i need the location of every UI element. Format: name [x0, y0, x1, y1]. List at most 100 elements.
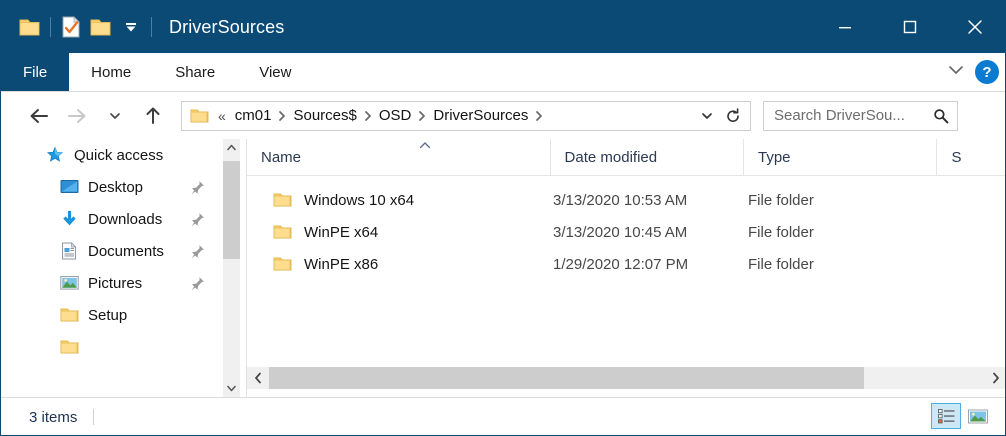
sidebar-item-label: Desktop — [88, 178, 144, 196]
window-title: DriverSources — [169, 16, 285, 37]
column-header-date-modified[interactable]: Date modified — [551, 139, 744, 175]
pin-icon[interactable] — [189, 275, 205, 291]
breadcrumb-chevron-2-icon[interactable] — [361, 110, 375, 122]
file-rows: Windows 10 x64 3/13/2020 10:53 AM File f… — [247, 176, 1005, 280]
tab-home[interactable]: Home — [91, 63, 132, 81]
file-date-modified: 3/13/2020 10:53 AM — [553, 191, 688, 209]
tab-share[interactable]: Share — [175, 63, 216, 81]
breadcrumb-chevron-3-icon[interactable] — [415, 110, 429, 122]
file-type: File folder — [748, 223, 814, 241]
navigation-buttons — [1, 100, 169, 132]
sort-ascending-caret-icon — [419, 141, 431, 152]
sidebar-scrollbar[interactable] — [223, 139, 240, 397]
column-header-row: Name Date modified Type S — [247, 139, 1005, 176]
table-row[interactable]: WinPE x86 1/29/2020 12:07 PM File folder — [247, 248, 1005, 280]
sidebar-item-label: Setup — [88, 306, 128, 324]
tab-view[interactable]: View — [259, 63, 292, 81]
sidebar-item-clipped[interactable] — [1, 331, 223, 363]
main-content: Quick access Desktop — [1, 139, 1005, 397]
scrollbar-track[interactable] — [269, 367, 985, 389]
large-icons-view-button[interactable] — [963, 403, 993, 429]
scroll-down-arrow-icon[interactable] — [223, 380, 240, 397]
table-row[interactable]: WinPE x64 3/13/2020 10:45 AM File folder — [247, 216, 1005, 248]
folder-icon — [59, 305, 79, 325]
breadcrumb[interactable]: « cm01 Sources$ OSD DriverSources — [181, 100, 751, 131]
file-name: WinPE x64 — [304, 223, 379, 241]
scroll-right-arrow-icon[interactable] — [985, 367, 1005, 389]
file-type: File folder — [748, 191, 814, 209]
scroll-up-arrow-icon[interactable] — [223, 139, 240, 156]
document-icon — [59, 241, 79, 261]
breadcrumb-item-cm01[interactable]: cm01 — [234, 107, 272, 124]
file-date-modified: 3/13/2020 10:45 AM — [553, 223, 688, 241]
forward-button[interactable] — [61, 100, 93, 132]
file-name-cell[interactable]: WinPE x86 — [247, 256, 553, 273]
column-header-name[interactable]: Name — [247, 139, 551, 175]
pin-icon[interactable] — [189, 179, 205, 195]
scrollbar-thumb[interactable] — [223, 161, 240, 259]
item-count-label: 3 items — [29, 408, 78, 426]
sidebar-item-quick-access[interactable]: Quick access — [1, 139, 223, 171]
pin-icon[interactable] — [189, 211, 205, 227]
sidebar-item-documents[interactable]: Documents — [1, 235, 223, 267]
folder-icon[interactable] — [15, 12, 45, 42]
details-view-button[interactable] — [931, 403, 961, 429]
address-bar: « cm01 Sources$ OSD DriverSources — [1, 92, 1005, 139]
recent-locations-chevron-icon[interactable] — [99, 100, 131, 132]
status-bar: 3 items — [1, 397, 1005, 435]
breadcrumb-chevron-1-icon[interactable] — [275, 110, 289, 122]
table-row[interactable]: Windows 10 x64 3/13/2020 10:53 AM File f… — [247, 184, 1005, 216]
pane-divider[interactable] — [246, 139, 247, 397]
file-name-cell[interactable]: Windows 10 x64 — [247, 192, 553, 209]
properties-icon[interactable] — [56, 12, 86, 42]
minimize-button[interactable] — [812, 1, 877, 53]
close-button[interactable] — [942, 1, 1005, 53]
expand-ribbon-chevron-icon[interactable] — [947, 63, 965, 81]
desktop-icon — [59, 177, 79, 197]
sidebar-item-label: Documents — [88, 242, 164, 260]
address-dropdown-chevron-icon[interactable] — [694, 102, 720, 130]
sidebar-item-setup[interactable]: Setup — [1, 299, 223, 331]
search-icon[interactable] — [933, 108, 949, 124]
file-list-pane: Name Date modified Type S Windows 10 x — [247, 139, 1005, 397]
new-folder-icon[interactable] — [86, 12, 116, 42]
column-header-size[interactable]: S — [937, 139, 1005, 175]
window-controls — [812, 1, 1005, 53]
customize-qat-chevron-icon[interactable] — [116, 12, 146, 42]
sidebar-item-downloads[interactable]: Downloads — [1, 203, 223, 235]
download-icon — [59, 209, 79, 229]
scrollbar-thumb[interactable] — [269, 367, 864, 389]
sidebar-item-desktop[interactable]: Desktop — [1, 171, 223, 203]
tab-file[interactable]: File — [1, 53, 70, 91]
status-separator — [93, 409, 95, 425]
sidebar-item-pictures[interactable]: Pictures — [1, 267, 223, 299]
folder-icon — [59, 337, 79, 357]
search-input[interactable]: Search DriverSou... — [763, 100, 958, 131]
navigation-pane: Quick access Desktop — [1, 139, 223, 397]
up-button[interactable] — [137, 100, 169, 132]
breadcrumb-item-driversources[interactable]: DriverSources — [433, 107, 529, 124]
pin-icon[interactable] — [189, 243, 205, 259]
star-icon — [45, 145, 65, 165]
sidebar-item-label: Downloads — [88, 210, 163, 228]
maximize-button[interactable] — [877, 1, 942, 53]
breadcrumb-item-osd[interactable]: OSD — [378, 107, 412, 124]
breadcrumb-folder-icon — [190, 108, 209, 124]
view-mode-buttons — [931, 403, 993, 429]
file-list-horizontal-scrollbar[interactable] — [247, 367, 1005, 389]
title-bar: DriverSources — [1, 1, 1005, 53]
column-header-type[interactable]: Type — [744, 139, 938, 175]
file-name: Windows 10 x64 — [304, 191, 415, 209]
file-name-cell[interactable]: WinPE x64 — [247, 224, 553, 241]
breadcrumb-chevron-4-icon[interactable] — [532, 110, 546, 122]
folder-icon — [273, 224, 292, 240]
breadcrumb-overflow[interactable]: « — [218, 107, 226, 124]
breadcrumb-item-sources[interactable]: Sources$ — [293, 107, 357, 124]
help-button[interactable]: ? — [975, 60, 999, 84]
back-button[interactable] — [23, 100, 55, 132]
scroll-left-arrow-icon[interactable] — [247, 367, 269, 389]
folder-icon — [273, 192, 292, 208]
folder-icon — [273, 256, 292, 272]
refresh-icon[interactable] — [720, 102, 746, 130]
